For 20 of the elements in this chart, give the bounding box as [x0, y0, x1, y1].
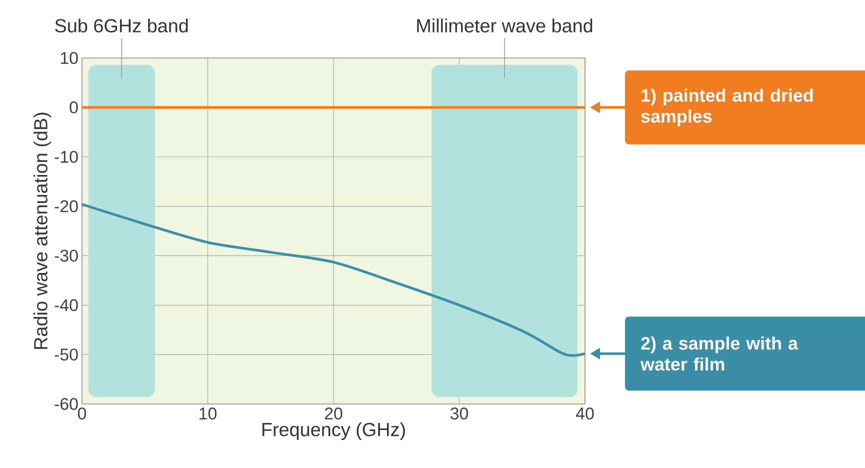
y-tick-label: -50: [54, 348, 78, 361]
legend-label: 2) a sample with a water film: [640, 336, 798, 371]
band-label: Millimeter wave band: [417, 18, 592, 32]
y-axis-title: Radio wave attenuation (dB): [34, 112, 52, 349]
y-tick-label: -60: [54, 398, 78, 410]
line-series: [80, 203, 586, 357]
band-label: Sub 6GHz band: [55, 18, 188, 32]
y-tick-label: -10: [54, 150, 78, 163]
y-tick-label: 0: [70, 101, 78, 114]
y-tick-label: 10: [60, 52, 78, 64]
y-tick-label: -20: [54, 200, 78, 212]
x-axis-title: Frequency (GHz): [262, 422, 405, 440]
x-tick-label: 20: [324, 408, 342, 420]
legend-label: 1) painted and dried samples: [641, 88, 813, 126]
x-tick-label: 30: [450, 408, 468, 420]
x-tick-label: 40: [576, 408, 594, 420]
y-tick-label: -30: [54, 250, 78, 262]
x-tick-label: 10: [200, 408, 217, 420]
x-tick-label: 0: [78, 408, 86, 420]
y-tick-label: -40: [54, 299, 78, 312]
